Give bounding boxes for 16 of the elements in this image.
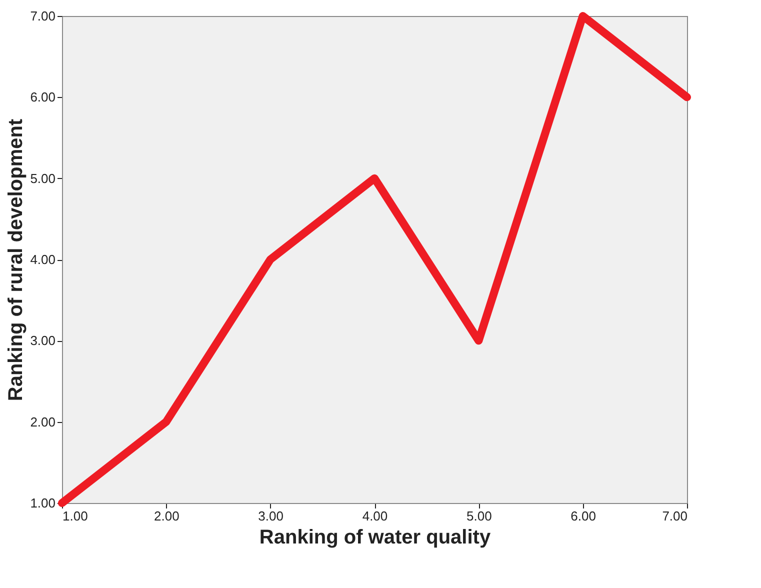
y-axis-title: Ranking of rural development — [5, 118, 28, 402]
x-tick-label: 2.00 — [154, 508, 180, 524]
y-tick-label: 4.00 — [30, 252, 56, 267]
y-tick-label: 2.00 — [30, 414, 56, 430]
y-tick-label: 5.00 — [30, 170, 56, 186]
x-tick-label: 6.00 — [570, 508, 596, 524]
x-tick-label: 3.00 — [258, 508, 284, 524]
x-tick-label: 4.00 — [362, 508, 388, 524]
y-tick-label: 6.00 — [30, 90, 56, 105]
x-axis-title: Ranking of water quality — [259, 526, 492, 548]
x-tick-label: 1.00 — [62, 508, 88, 524]
x-tick-label: 7.00 — [662, 508, 688, 524]
y-tick-label: 3.00 — [30, 333, 56, 348]
y-tick-label: 7.00 — [30, 8, 56, 24]
x-tick-label: 5.00 — [466, 508, 492, 524]
y-tick-label: 1.00 — [30, 496, 56, 510]
